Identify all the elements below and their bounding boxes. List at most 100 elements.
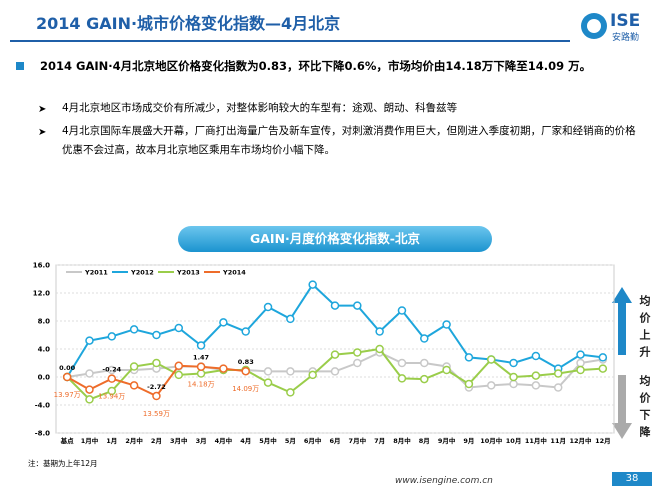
data-point (85, 385, 94, 394)
data-point (330, 367, 340, 376)
x-tick-label: 4月中 (215, 436, 233, 445)
x-tick-label: 2月中 (125, 436, 143, 445)
data-point (486, 355, 496, 364)
y-tick-label: -4.0 (35, 402, 50, 410)
x-tick-label: 7月中 (349, 436, 367, 445)
data-point (375, 344, 384, 354)
x-tick-label: 11月 (550, 437, 566, 445)
x-tick-label: 4月 (240, 437, 251, 445)
x-tick-label: 10月中 (480, 436, 502, 445)
bullet-text: 4月北京地区市场成交价有所减少，对整体影响较大的车型有：途观、朗动、科鲁兹等 (62, 102, 458, 114)
data-point (397, 358, 407, 368)
plot-frame (55, 264, 615, 434)
data-point (353, 358, 362, 368)
price-label: 14.18万 (188, 381, 215, 389)
data-point (107, 365, 117, 375)
data-point (375, 327, 384, 336)
data-point (330, 350, 340, 359)
header-rule (10, 40, 570, 42)
data-point (531, 371, 541, 380)
data-point (62, 372, 72, 382)
y-tick-label: 16.0 (33, 262, 50, 270)
data-point (286, 367, 295, 376)
data-point (553, 369, 563, 378)
x-tick-label: 3月中 (170, 436, 188, 445)
chart-title: GAIN·月度价格变化指数-北京 (178, 226, 492, 252)
data-point (330, 301, 340, 310)
x-tick-label: 基点 (60, 436, 75, 445)
series-line (66, 283, 603, 378)
side-label: 均价下降 (638, 375, 651, 443)
url: www.isengine.com.cn (395, 476, 493, 486)
data-point (263, 302, 273, 312)
data-point (308, 370, 317, 380)
data-point (464, 353, 474, 362)
price-label: 13.59万 (143, 410, 170, 418)
price-label: 13.97万 (54, 391, 81, 399)
up-arrow (612, 287, 632, 355)
data-point (420, 334, 429, 343)
slide-title: 2014 GAIN·城市价格变化指数—4月北京 (36, 14, 341, 33)
data-point (442, 320, 451, 329)
data-point (263, 367, 273, 376)
x-tick-label: 8月中 (393, 436, 411, 445)
x-tick-label: 6月中 (304, 436, 322, 445)
bullet: 2014 GAIN·4月北京地区价格变化指数为0.83，环比下降0.6%，市场均… (16, 58, 640, 75)
data-point (107, 386, 117, 396)
bullet-text: 2014 GAIN·4月北京地区价格变化指数为0.83，环比下降0.6%，市场均… (40, 59, 592, 73)
data-point (152, 391, 161, 401)
x-tick-label: 10月 (506, 437, 522, 445)
y-tick-label: 8.0 (38, 318, 51, 326)
data-point (553, 383, 563, 392)
data-point (85, 395, 94, 404)
x-tick-label: 6月 (329, 437, 340, 445)
data-point (241, 327, 250, 336)
side-label: 均价上升 (638, 295, 651, 363)
data-point (129, 325, 139, 334)
logo-sub: 安路勤 (612, 31, 639, 43)
x-tick-label: 7月 (374, 437, 385, 445)
legend-label: Y2011 (84, 269, 108, 277)
data-point (531, 351, 541, 361)
value-label: -0.24 (102, 366, 121, 374)
y-tick-label: 4.0 (38, 346, 51, 354)
data-point (263, 378, 273, 387)
down-arrow (612, 375, 632, 439)
logo-text: ISE (610, 11, 640, 31)
data-point (397, 306, 407, 315)
x-tick-label: 3月 (196, 437, 207, 445)
x-tick-label: 5月中 (259, 436, 277, 445)
data-point (442, 365, 451, 375)
data-point (598, 353, 608, 362)
data-point (129, 362, 139, 371)
data-point (107, 332, 117, 341)
data-point (85, 369, 94, 378)
data-point (286, 314, 295, 324)
y-tick-label: -8.0 (35, 430, 50, 438)
data-point (286, 388, 295, 397)
value-label: 0.00 (59, 364, 76, 372)
x-tick-label: 8月 (419, 437, 430, 445)
data-point (196, 362, 206, 371)
page-number: 38 (612, 472, 652, 486)
data-point (509, 358, 518, 368)
data-point (174, 361, 184, 371)
data-point (196, 341, 206, 350)
legend-label: Y2012 (130, 269, 154, 277)
data-point (152, 358, 161, 368)
data-point (509, 372, 518, 382)
value-label: -2.72 (147, 383, 166, 391)
data-point (420, 358, 429, 368)
data-point (241, 366, 250, 376)
x-tick-label: 5月 (285, 437, 296, 445)
data-point (219, 318, 228, 327)
y-tick-label: 12.0 (33, 290, 50, 298)
value-label: 1.47 (193, 354, 209, 362)
data-point (576, 350, 585, 359)
data-point (353, 348, 362, 357)
data-point (420, 374, 429, 384)
data-point (531, 381, 541, 390)
price-label: 14.09万 (232, 385, 259, 393)
x-tick-label: 9月中 (438, 436, 456, 445)
